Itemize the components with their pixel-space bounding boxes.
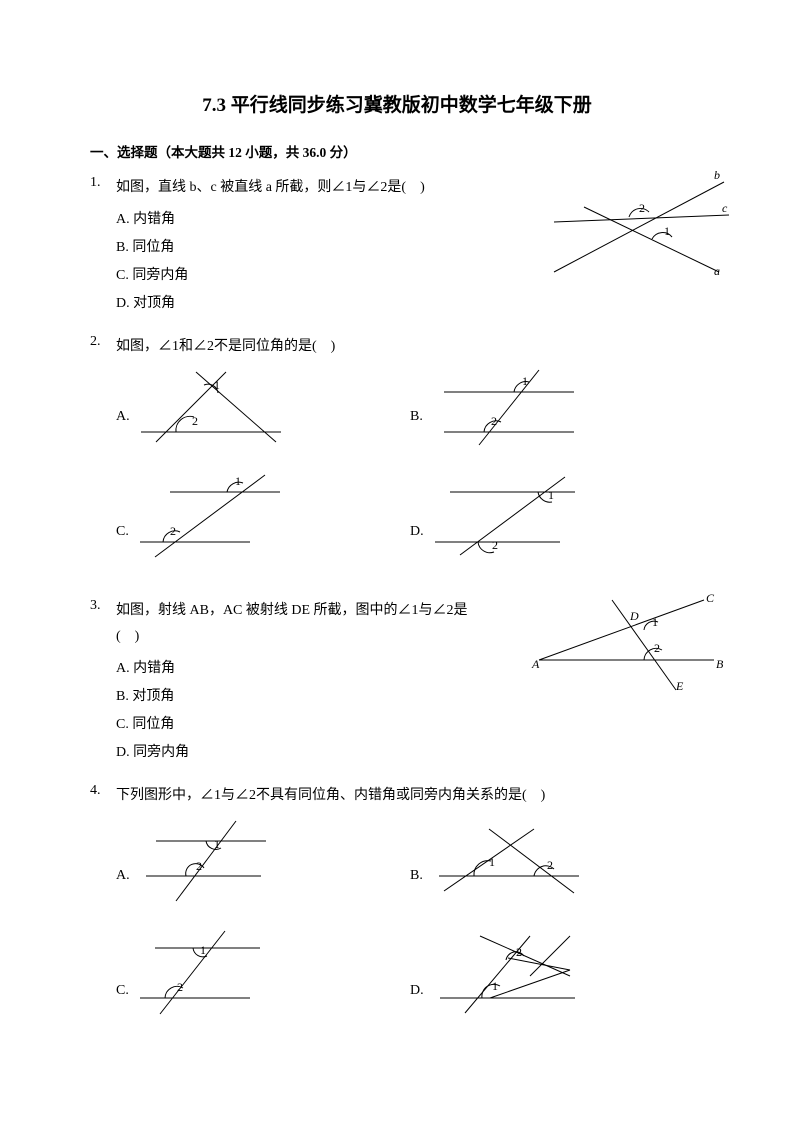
q1-figure: b c a 2 1 [544, 167, 734, 282]
svg-text:B: B [716, 657, 724, 671]
q3-figure: 1 2 A B C D E [524, 590, 724, 695]
svg-text:2: 2 [177, 980, 183, 994]
q2-fig-d: 12 [430, 467, 580, 562]
q3-opt-d: D. 同旁内角 [116, 739, 704, 767]
q4-fig-a: 12 [136, 816, 276, 906]
q4-fig-b: 12 [429, 821, 584, 901]
q4-opt-b: B. 12 [410, 816, 704, 906]
svg-text:2: 2 [170, 524, 176, 538]
svg-text:1: 1 [492, 979, 498, 993]
svg-text:1: 1 [522, 374, 528, 388]
q4-opt-a-label: A. [116, 868, 130, 906]
q1-opt-d: D. 对顶角 [116, 290, 704, 318]
q1-number: 1. [90, 175, 116, 191]
svg-text:c: c [722, 201, 728, 215]
q2-opt-b-label: B. [410, 409, 423, 447]
q2-opt-c-label: C. [116, 524, 129, 562]
svg-text:2: 2 [492, 538, 498, 552]
svg-text:1: 1 [214, 378, 220, 392]
q4-opt-d-label: D. [410, 983, 424, 1021]
question-2: 2. 如图，∠1和∠2不是同位角的是( ) A. 12 B. 12 C. 12 … [90, 334, 704, 582]
question-4: 4. 下列图形中，∠1与∠2不具有同位角、内错角或同旁内角关系的是( ) A. … [90, 783, 704, 1041]
q2-number: 2. [90, 334, 116, 350]
q3-opt-c: C. 同位角 [116, 711, 704, 739]
svg-text:2: 2 [491, 414, 497, 428]
q2-opt-a-label: A. [116, 409, 130, 447]
q2-opt-b: B. 12 [410, 367, 704, 447]
svg-text:1: 1 [652, 615, 658, 629]
svg-text:D: D [629, 609, 639, 623]
q2-opt-d-label: D. [410, 524, 424, 562]
svg-text:2: 2 [654, 641, 660, 655]
q4-opt-c-label: C. [116, 983, 129, 1021]
svg-text:a: a [714, 264, 720, 278]
q2-fig-b: 12 [429, 367, 579, 447]
svg-text:2: 2 [547, 858, 553, 872]
q2-opt-c: C. 12 [116, 467, 410, 562]
q2-opt-d: D. 12 [410, 467, 704, 562]
svg-text:2: 2 [639, 201, 645, 215]
svg-text:b: b [714, 168, 720, 182]
q4-opt-b-label: B. [410, 868, 423, 906]
svg-text:1: 1 [200, 943, 206, 957]
page-title: 7.3 平行线同步练习冀教版初中数学七年级下册 [90, 90, 704, 117]
svg-text:1: 1 [214, 837, 220, 851]
svg-text:1: 1 [548, 488, 554, 502]
q3-text: 如图，射线 AB，AC 被射线 DE 所截，图中的∠1与∠2是( ) [116, 598, 476, 648]
q2-text: 如图，∠1和∠2不是同位角的是( ) [116, 334, 704, 359]
q4-opt-c: C. 12 [116, 926, 410, 1021]
question-1: bca21 1. 如图，直线 b、c 被直线 a 所截，则∠1与∠2是( ) A… [90, 175, 704, 318]
svg-text:1: 1 [664, 224, 670, 238]
section-header: 一、选择题（本大题共 12 小题，共 36.0 分） [90, 141, 704, 161]
q2-opt-a: A. 12 [116, 367, 410, 447]
svg-text:E: E [675, 679, 684, 693]
svg-text:A: A [531, 657, 540, 671]
q4-fig-d: 21 [430, 928, 580, 1018]
q4-text: 下列图形中，∠1与∠2不具有同位角、内错角或同旁内角关系的是( ) [116, 783, 704, 808]
q4-opt-d: D. 21 [410, 926, 704, 1021]
q2-fig-a: 12 [136, 367, 286, 447]
q4-opt-a: A. 12 [116, 816, 410, 906]
q2-fig-c: 12 [135, 467, 285, 562]
q4-fig-c: 12 [135, 926, 275, 1021]
svg-text:2: 2 [516, 945, 522, 959]
svg-text:C: C [706, 591, 715, 605]
svg-text:2: 2 [196, 859, 202, 873]
svg-text:2: 2 [192, 414, 198, 428]
svg-text:1: 1 [489, 855, 495, 869]
q3-number: 3. [90, 598, 116, 614]
svg-text:1: 1 [235, 474, 241, 488]
q4-number: 4. [90, 783, 116, 799]
question-3: 12ABCDE 3. 如图，射线 AB，AC 被射线 DE 所截，图中的∠1与∠… [90, 598, 704, 766]
